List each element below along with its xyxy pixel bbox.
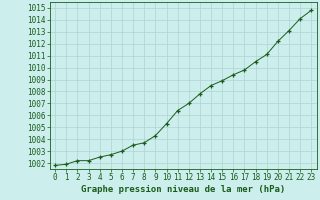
X-axis label: Graphe pression niveau de la mer (hPa): Graphe pression niveau de la mer (hPa) [81, 185, 285, 194]
